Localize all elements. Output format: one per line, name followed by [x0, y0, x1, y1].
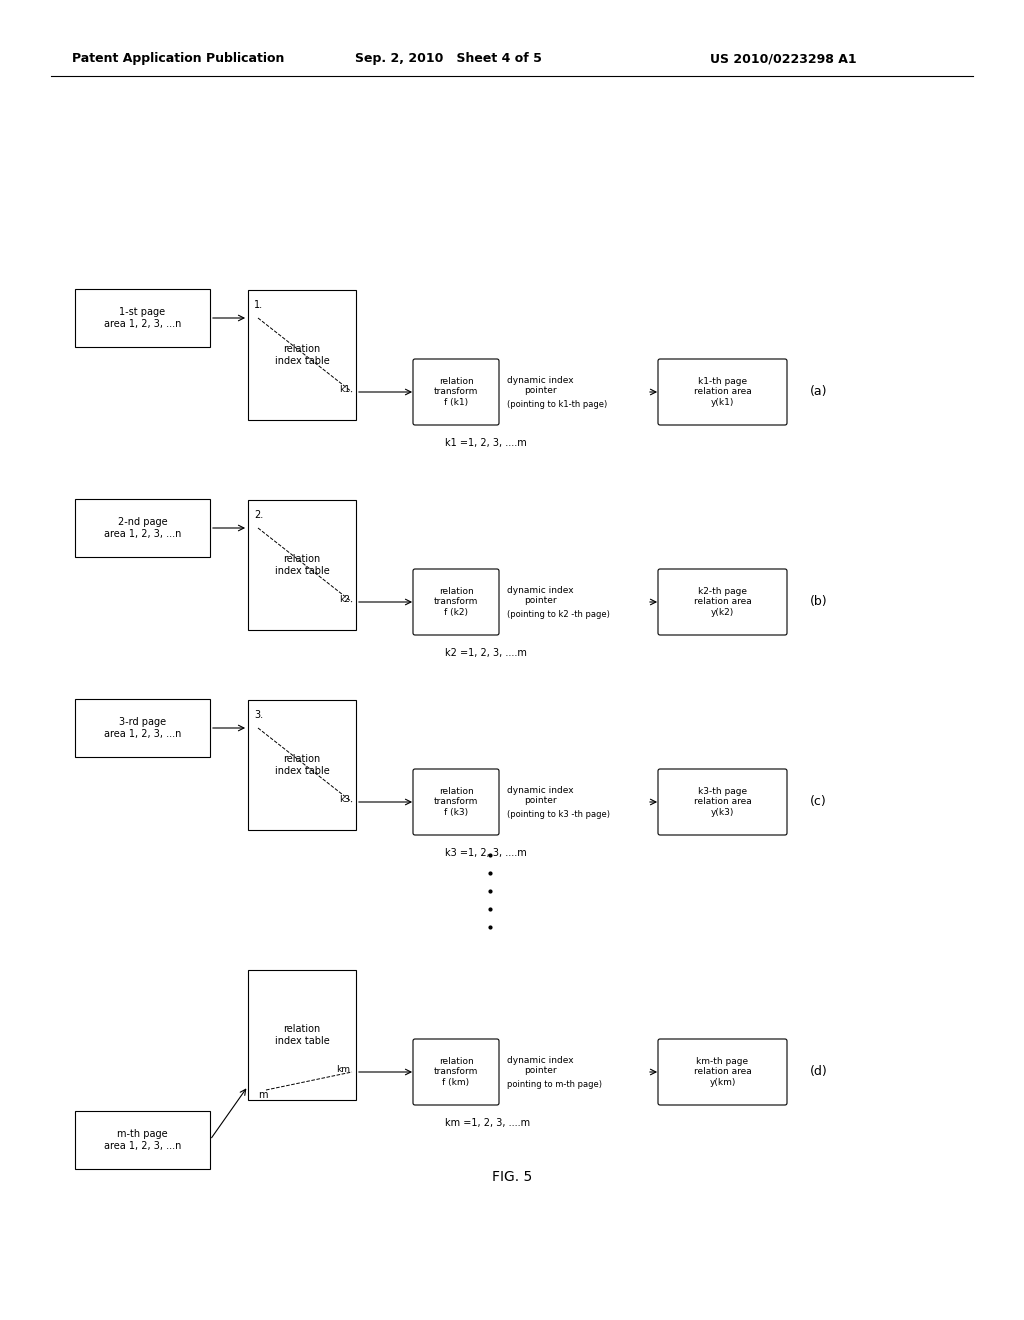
Text: m-th page
area 1, 2, 3, ...n: m-th page area 1, 2, 3, ...n [103, 1129, 181, 1151]
FancyBboxPatch shape [413, 359, 499, 425]
Text: k3: k3 [339, 795, 350, 804]
Bar [248, 290, 356, 420]
Text: (b): (b) [810, 595, 827, 609]
Text: relation
index table: relation index table [274, 345, 330, 366]
Text: km-th page
relation area
y(km): km-th page relation area y(km) [693, 1057, 752, 1086]
Text: (c): (c) [810, 796, 826, 808]
Text: km: km [336, 1065, 350, 1074]
Text: FIG. 5: FIG. 5 [492, 1170, 532, 1184]
FancyBboxPatch shape [658, 1039, 787, 1105]
Bar [75, 289, 210, 347]
Text: k1 =1, 2, 3, ....m: k1 =1, 2, 3, ....m [445, 438, 526, 447]
FancyBboxPatch shape [413, 770, 499, 836]
Text: k2: k2 [339, 595, 350, 605]
Text: US 2010/0223298 A1: US 2010/0223298 A1 [710, 51, 857, 65]
FancyBboxPatch shape [413, 1039, 499, 1105]
Text: 1-st page
area 1, 2, 3, ...n: 1-st page area 1, 2, 3, ...n [103, 308, 181, 329]
Bar [75, 700, 210, 756]
Text: k3-th page
relation area
y(k3): k3-th page relation area y(k3) [693, 787, 752, 817]
Text: Patent Application Publication: Patent Application Publication [72, 51, 285, 65]
FancyBboxPatch shape [658, 359, 787, 425]
Text: relation
index table: relation index table [274, 754, 330, 776]
Text: 3.: 3. [254, 710, 263, 719]
Text: (d): (d) [810, 1065, 827, 1078]
Text: k3 =1, 2, 3, ....m: k3 =1, 2, 3, ....m [445, 847, 526, 858]
Text: 1.: 1. [254, 300, 263, 310]
Text: 3-rd page
area 1, 2, 3, ...n: 3-rd page area 1, 2, 3, ...n [103, 717, 181, 739]
Text: k2-th page
relation area
y(k2): k2-th page relation area y(k2) [693, 587, 752, 616]
Text: k1: k1 [339, 385, 350, 393]
Text: m: m [258, 1090, 267, 1100]
Text: 2-nd page
area 1, 2, 3, ...n: 2-nd page area 1, 2, 3, ...n [103, 517, 181, 539]
Bar [248, 970, 356, 1100]
Text: dynamic index
pointer: dynamic index pointer [507, 785, 573, 805]
FancyBboxPatch shape [658, 770, 787, 836]
Text: (pointing to k1-th page): (pointing to k1-th page) [507, 400, 607, 409]
FancyBboxPatch shape [413, 569, 499, 635]
Text: dynamic index
pointer: dynamic index pointer [507, 586, 573, 606]
Text: relation
transform
f (km): relation transform f (km) [434, 1057, 478, 1086]
Text: relation
index table: relation index table [274, 1024, 330, 1045]
Text: relation
index table: relation index table [274, 554, 330, 576]
Text: (pointing to k3 -th page): (pointing to k3 -th page) [507, 810, 610, 818]
Text: 2.: 2. [254, 510, 263, 520]
Bar [248, 700, 356, 830]
FancyBboxPatch shape [658, 569, 787, 635]
Text: dynamic index
pointer: dynamic index pointer [507, 376, 573, 396]
Text: dynamic index
pointer: dynamic index pointer [507, 1056, 573, 1076]
Bar [75, 1111, 210, 1170]
Text: (pointing to k2 -th page): (pointing to k2 -th page) [507, 610, 610, 619]
Text: k2 =1, 2, 3, ....m: k2 =1, 2, 3, ....m [445, 648, 527, 657]
Text: relation
transform
f (k2): relation transform f (k2) [434, 587, 478, 616]
Text: km =1, 2, 3, ....m: km =1, 2, 3, ....m [445, 1118, 530, 1129]
Text: Sep. 2, 2010   Sheet 4 of 5: Sep. 2, 2010 Sheet 4 of 5 [355, 51, 542, 65]
Bar [75, 499, 210, 557]
Text: (a): (a) [810, 385, 827, 399]
Text: pointing to m-th page): pointing to m-th page) [507, 1080, 602, 1089]
Text: k1-th page
relation area
y(k1): k1-th page relation area y(k1) [693, 378, 752, 407]
Text: relation
transform
f (k1): relation transform f (k1) [434, 378, 478, 407]
Text: relation
transform
f (k3): relation transform f (k3) [434, 787, 478, 817]
Bar [248, 500, 356, 630]
